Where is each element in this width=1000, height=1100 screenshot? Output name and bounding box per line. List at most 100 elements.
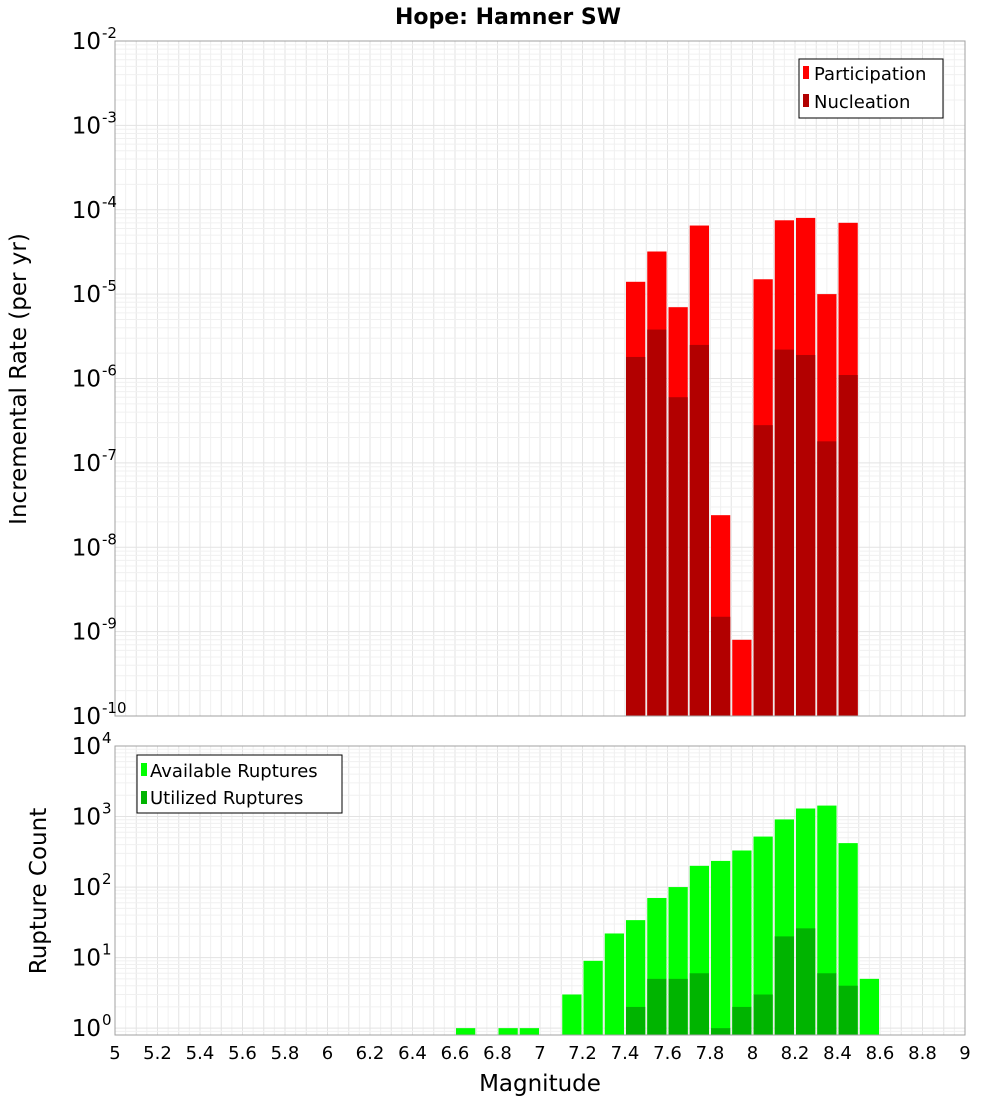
utilized-ruptures-legend-swatch — [141, 791, 147, 804]
x-tick-label: 7 — [534, 1043, 545, 1064]
top-bar-series-1 — [774, 349, 794, 716]
bottom-bar-series-1 — [796, 928, 816, 1035]
x-tick-label: 8.6 — [866, 1043, 895, 1064]
bottom-y-axis-title: Rupture Count — [26, 808, 52, 974]
bottom-y-tick-label: 10 — [72, 1016, 101, 1042]
bottom-bar-series-1 — [647, 978, 667, 1035]
bottom-bar-series-0 — [859, 978, 879, 1035]
top-bar-series-1 — [817, 441, 837, 716]
x-tick-label: 7.8 — [696, 1043, 725, 1064]
top-y-tick-label: 10 — [72, 451, 101, 477]
bottom-y-tick-exponent: 2 — [102, 870, 112, 888]
bottom-y-tick-exponent: 1 — [102, 941, 112, 959]
top-y-tick-label: 10 — [72, 535, 101, 561]
top-bar-series-1 — [668, 397, 688, 716]
bottom-y-tick-label: 10 — [72, 734, 101, 760]
top-y-tick-exponent: -6 — [102, 362, 117, 380]
top-y-tick-exponent: -4 — [102, 193, 117, 211]
x-tick-label: 5 — [109, 1043, 120, 1064]
available-ruptures-legend-label: Available Ruptures — [150, 761, 318, 782]
top-y-tick-label: 10 — [72, 113, 101, 139]
bottom-bar-series-1 — [753, 994, 773, 1035]
top-bar-series-1 — [796, 354, 816, 716]
top-bar-series-1 — [626, 356, 646, 716]
top-y-tick-label: 10 — [72, 29, 101, 55]
top-y-tick-label: 10 — [72, 620, 101, 646]
x-tick-label: 7.2 — [568, 1043, 597, 1064]
bottom-bar-series-1 — [689, 973, 709, 1035]
bottom-y-tick-label: 10 — [72, 805, 101, 831]
participation-legend-swatch — [803, 66, 809, 79]
top-y-tick-exponent: -5 — [102, 277, 117, 295]
x-tick-label: 5.6 — [228, 1043, 257, 1064]
top-bar-series-1 — [838, 375, 858, 716]
bottom-bar-series-1 — [838, 985, 858, 1035]
x-tick-label: 8 — [747, 1043, 758, 1064]
bottom-y-tick-label: 10 — [72, 946, 101, 972]
x-tick-label: 8.4 — [823, 1043, 852, 1064]
bottom-bar-series-0 — [498, 1028, 518, 1035]
bottom-y-tick-exponent: 0 — [102, 1011, 112, 1029]
x-tick-label: 6.8 — [483, 1043, 512, 1064]
top-y-tick-exponent: -8 — [102, 530, 117, 548]
x-tick-label: 5.8 — [271, 1043, 300, 1064]
nucleation-legend-label: Nucleation — [814, 92, 910, 113]
x-tick-label: 6.2 — [356, 1043, 385, 1064]
top-bar-series-1 — [647, 329, 667, 716]
available-ruptures-legend-swatch — [141, 763, 147, 776]
bottom-y-tick-exponent: 3 — [102, 800, 112, 818]
bottom-bar-series-1 — [626, 1006, 646, 1035]
x-tick-label: 6.6 — [441, 1043, 470, 1064]
x-tick-label: 5.2 — [143, 1043, 172, 1064]
top-y-tick-label: 10 — [72, 282, 101, 308]
bottom-y-tick-exponent: 4 — [102, 729, 112, 747]
top-legend: Participation Nucleation — [798, 58, 944, 119]
bottom-bar-series-0 — [753, 836, 773, 1035]
bottom-bar-series-1 — [668, 978, 688, 1035]
bottom-bar-series-0 — [604, 933, 624, 1035]
x-tick-label: 8.2 — [781, 1043, 810, 1064]
bottom-bar-series-0 — [583, 960, 603, 1035]
bottom-legend-box — [136, 754, 343, 814]
top-y-tick-label: 10 — [72, 704, 101, 730]
top-y-axis-title: Incremental Rate (per yr) — [6, 233, 32, 525]
bottom-bar-series-1 — [817, 973, 837, 1035]
bottom-bar-series-0 — [711, 860, 731, 1035]
bottom-bar-series-1 — [732, 1006, 752, 1035]
x-tick-label: 5.4 — [186, 1043, 215, 1064]
bottom-bar-series-0 — [562, 994, 582, 1035]
bottom-bar-series-0 — [519, 1028, 539, 1035]
top-bar-series-1 — [711, 616, 731, 716]
top-legend-box — [798, 58, 944, 119]
x-tick-label: 9 — [959, 1043, 970, 1064]
top-y-tick-label: 10 — [72, 367, 101, 393]
top-bar-series-0 — [732, 639, 752, 716]
top-bar-series-1 — [689, 344, 709, 716]
x-tick-labels: 5 5.2 5.4 5.6 5.8 6 6.2 6.4 6.6 6.8 7 7.2 7.4 7.6 7.8 8… — [109, 1043, 970, 1064]
utilized-ruptures-legend-label: Utilized Ruptures — [150, 788, 303, 809]
top-bars — [626, 217, 858, 717]
top-y-tick-exponent: -3 — [102, 108, 117, 126]
x-tick-label: 7.6 — [653, 1043, 682, 1064]
top-y-tick-exponent: -2 — [102, 24, 117, 42]
top-plot-frame — [114, 40, 966, 717]
x-axis-title: Magnitude — [479, 1071, 601, 1097]
bottom-bar-series-0 — [732, 850, 752, 1035]
top-y-tick-label: 10 — [72, 198, 101, 224]
top-grid — [114, 40, 966, 717]
bottom-plot-frame — [114, 745, 966, 1036]
participation-legend-label: Participation — [814, 64, 926, 85]
nucleation-legend-swatch — [803, 94, 809, 107]
bottom-y-tick-label: 10 — [72, 875, 101, 901]
x-tick-label: 6.4 — [398, 1043, 427, 1064]
chart-title: Hope: Hamner SW — [395, 5, 621, 30]
x-tick-label: 6 — [322, 1043, 333, 1064]
top-y-tick-exponent: -9 — [102, 615, 117, 633]
bottom-bar-series-0 — [456, 1028, 476, 1035]
bottom-legend: Available Ruptures Utilized Ruptures — [136, 754, 343, 814]
bottom-bar-series-0 — [626, 920, 646, 1035]
bottom-bar-series-1 — [711, 1028, 731, 1035]
